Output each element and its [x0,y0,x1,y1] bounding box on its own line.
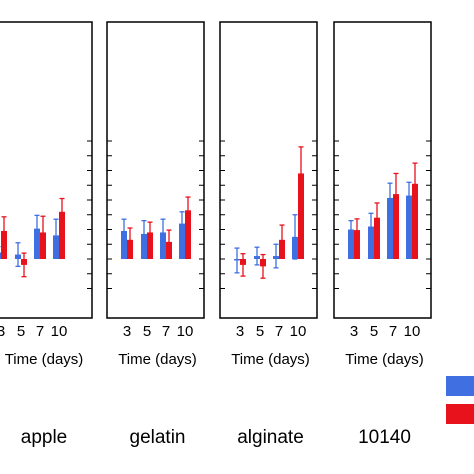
bar-a-7 [34,228,40,259]
group-label: apple [21,427,68,448]
panel-frame [106,21,205,319]
bar-b-10 [412,183,418,259]
x-tick-label: 7 [162,323,170,340]
x-tick-label: 3 [350,323,358,340]
bar-b-10 [59,211,65,259]
x-tick-label: 5 [256,323,264,340]
x-tick-label: 3 [0,323,5,340]
x-tick-label: 10 [404,323,421,340]
legend-swatch-series-a [446,376,474,396]
x-tick-label: 10 [290,323,307,340]
panel-10140: 3 5 7 10 Time (days) 10140 [333,21,432,448]
x-axis-label: Time (days) [345,351,424,368]
x-tick-label: 7 [389,323,397,340]
panel-frame [219,21,318,319]
x-tick-label: 3 [123,323,131,340]
x-axis-label: Time (days) [5,351,84,368]
bar-a-3 [121,230,127,259]
x-tick-label: 5 [143,323,151,340]
bar-a-3 [348,229,354,259]
bar-b-10 [298,173,304,259]
legend-swatch-series-b [446,404,474,424]
panel-gelatin: 3 5 7 10 Time (days) gelatin [106,21,205,448]
x-tick-label: 7 [275,323,283,340]
x-tick-label: 5 [17,323,25,340]
group-label: 10140 [358,427,411,448]
bar-a-5 [368,226,374,259]
bar-b-10 [185,210,191,259]
bar-a-7 [387,197,393,259]
bar-b-3 [354,230,360,259]
x-axis-label: Time (days) [118,351,197,368]
x-tick-label: 3 [236,323,244,340]
bar-b-5 [374,217,380,259]
x-axis-label: Time (days) [231,351,310,368]
x-tick-label: 10 [177,323,194,340]
group-label: gelatin [130,427,186,448]
bar-b-7 [393,194,399,259]
bar-a-3 [0,252,1,259]
bar-a-10 [179,223,185,259]
panel-frame [0,21,93,319]
bar-b-5 [147,232,153,259]
x-tick-label: 7 [36,323,44,340]
panel-alginate: 3 5 7 10 Time (days) alginate [219,21,318,448]
panel-apple: 3 5 7 10 Time (days) apple [0,21,93,448]
x-tick-label: 5 [370,323,378,340]
x-tick-label: 10 [51,323,68,340]
bar-a-10 [406,195,412,259]
panel-frame [333,21,432,319]
group-label: alginate [237,427,304,448]
